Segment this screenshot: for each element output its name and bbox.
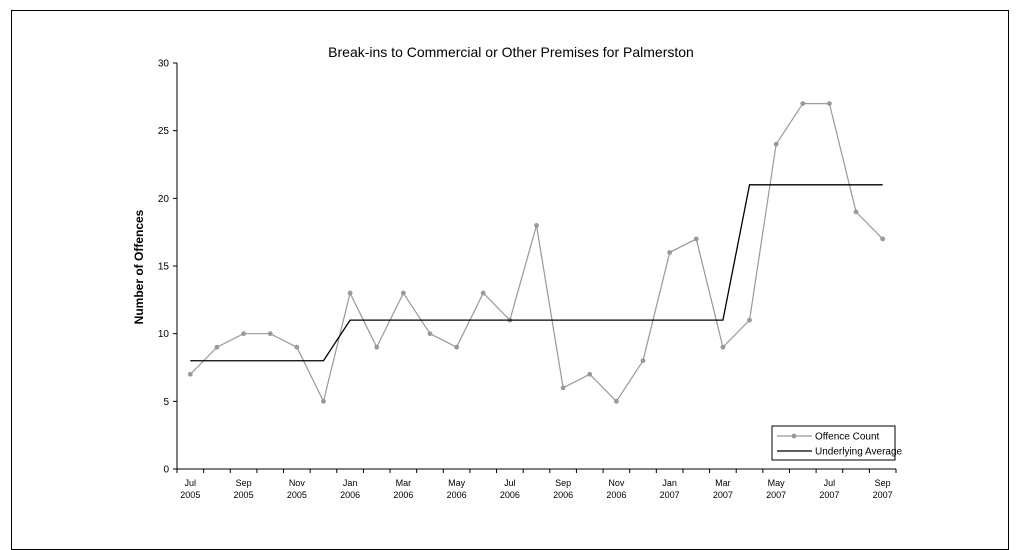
offence-count-point bbox=[454, 344, 460, 350]
offence-count-point bbox=[587, 371, 593, 377]
x-tick-label-year: 2006 bbox=[500, 490, 520, 500]
offence-count-point bbox=[747, 317, 752, 323]
x-tick-label-month: Nov bbox=[289, 478, 306, 488]
offence-count-point bbox=[560, 385, 566, 391]
offence-count-point bbox=[321, 398, 326, 404]
x-tick-label-year: 2007 bbox=[713, 490, 733, 500]
x-tick-label-month: Mar bbox=[396, 478, 412, 488]
offence-count-line bbox=[189, 102, 884, 404]
offence-count-point bbox=[241, 331, 246, 337]
offence-count-point bbox=[720, 344, 726, 350]
x-tick-label-year: 2006 bbox=[447, 490, 467, 500]
x-tick-label-month: Jul bbox=[824, 478, 836, 488]
offence-count-point bbox=[187, 371, 193, 377]
x-tick-label-month: Sep bbox=[875, 478, 891, 488]
y-tick-label: 15 bbox=[158, 262, 170, 273]
offence-count-point bbox=[534, 223, 539, 228]
chart: Break-ins to Commercial or Other Premise… bbox=[132, 44, 903, 500]
x-tick-label-month: May bbox=[768, 478, 786, 488]
offence-count-point bbox=[400, 290, 406, 296]
x-tick-label-month: Mar bbox=[715, 478, 731, 488]
legend-offence-marker bbox=[791, 433, 797, 439]
y-tick-label: 0 bbox=[163, 465, 169, 476]
offence-count-point bbox=[880, 236, 886, 242]
underlying-average-line bbox=[190, 184, 883, 362]
y-tick-label: 10 bbox=[158, 329, 170, 340]
offence-count-point bbox=[214, 344, 220, 350]
axes: 0 5 10 15 20 25 30 Jul 2005 Sep 2005 Nov 2005 Jan 2006… bbox=[158, 59, 897, 500]
x-tick-label-month: Sep bbox=[555, 478, 571, 488]
legend-offence-label: Offence Count bbox=[815, 432, 880, 443]
x-tick-label-month: Sep bbox=[236, 478, 252, 488]
x-tick-label-year: 2007 bbox=[819, 490, 839, 500]
offence-count-point bbox=[667, 250, 673, 255]
x-tick-label-year: 2007 bbox=[766, 490, 786, 500]
offence-count-point bbox=[347, 290, 353, 296]
offence-count-point bbox=[800, 101, 806, 106]
offence-count-point bbox=[613, 398, 619, 404]
x-tick-label-year: 2007 bbox=[660, 490, 680, 500]
x-tick-label-month: Jul bbox=[185, 478, 197, 488]
offence-count-point bbox=[294, 344, 300, 350]
y-axis-label: Number of Offences bbox=[132, 209, 146, 324]
offence-count-point bbox=[374, 344, 380, 350]
x-tick-label-month: Nov bbox=[608, 478, 625, 488]
x-tick-label-month: Jul bbox=[504, 478, 516, 488]
x-tick-label-month: Jan bbox=[662, 478, 677, 488]
offence-count-point bbox=[480, 290, 486, 296]
series-layer bbox=[187, 101, 886, 404]
x-tick-label-year: 2006 bbox=[340, 490, 360, 500]
x-tick-label-year: 2007 bbox=[873, 490, 893, 500]
x-tick-label-year: 2006 bbox=[553, 490, 573, 500]
chart-title: Break-ins to Commercial or Other Premise… bbox=[328, 44, 694, 60]
x-tick-label-year: 2005 bbox=[180, 490, 200, 500]
x-tick-label-year: 2006 bbox=[393, 490, 413, 500]
y-tick-label: 5 bbox=[163, 397, 169, 408]
legend-average-label: Underlying Average bbox=[815, 447, 903, 458]
y-tick-label: 20 bbox=[158, 194, 170, 205]
offence-count-point bbox=[773, 141, 779, 147]
offence-count-point bbox=[853, 209, 859, 215]
legend-box bbox=[771, 425, 896, 461]
offence-count-point bbox=[827, 101, 832, 106]
y-tick-label: 30 bbox=[158, 59, 170, 70]
x-tick-label-year: 2005 bbox=[287, 490, 307, 500]
x-tick-label-month: Jan bbox=[343, 478, 358, 488]
legend: Offence Count Underlying Average bbox=[771, 425, 903, 461]
offence-count-point bbox=[693, 236, 699, 242]
offence-count-point bbox=[267, 331, 273, 337]
x-tick-label-year: 2005 bbox=[234, 490, 254, 500]
x-tick-label-year: 2006 bbox=[606, 490, 626, 500]
x-tick-label-month: May bbox=[448, 478, 466, 488]
offence-count-point bbox=[640, 358, 646, 364]
y-tick-label: 25 bbox=[158, 126, 170, 137]
offence-count-point bbox=[427, 331, 433, 337]
